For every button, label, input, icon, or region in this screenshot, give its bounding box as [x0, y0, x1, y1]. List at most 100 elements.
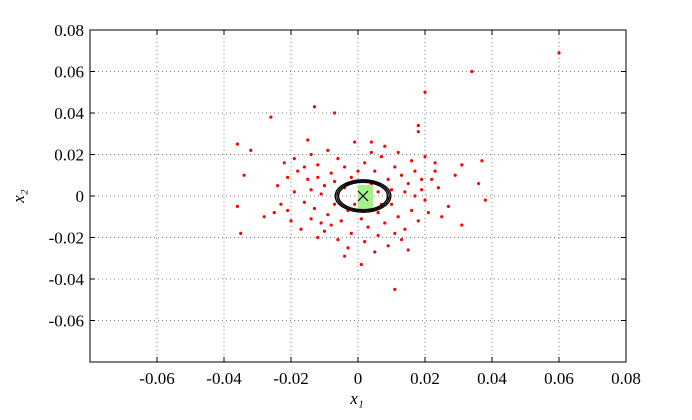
point	[339, 219, 343, 223]
point	[336, 157, 340, 161]
y-axis-label: x₂	[9, 189, 28, 204]
point	[289, 219, 293, 223]
point	[235, 204, 239, 208]
point	[279, 202, 283, 206]
point	[343, 254, 347, 258]
point	[296, 169, 300, 173]
point	[386, 244, 390, 248]
point	[389, 202, 394, 206]
point	[302, 200, 306, 204]
point	[477, 181, 481, 186]
point	[376, 211, 380, 215]
point	[396, 215, 400, 219]
point	[460, 163, 464, 167]
point	[446, 204, 451, 208]
point	[420, 188, 424, 192]
x-tick-label: 0.04	[477, 369, 507, 388]
point	[410, 159, 414, 163]
point	[312, 206, 317, 211]
point	[393, 231, 397, 235]
point	[316, 175, 320, 179]
y-tick-label: -0.06	[49, 312, 84, 331]
point	[403, 190, 407, 194]
point	[483, 198, 487, 202]
point	[235, 142, 239, 146]
point	[423, 154, 427, 159]
point	[239, 231, 243, 235]
point	[453, 173, 457, 177]
point	[269, 115, 273, 119]
point	[376, 190, 380, 194]
x-tick-label: 0.06	[544, 369, 574, 388]
point	[262, 215, 266, 219]
point	[276, 184, 280, 188]
x-tick-label: -0.04	[206, 369, 242, 388]
point	[557, 51, 561, 55]
point	[299, 227, 303, 231]
point	[332, 202, 337, 206]
point	[413, 194, 417, 198]
point	[399, 237, 404, 242]
point	[349, 175, 353, 179]
point	[302, 165, 306, 169]
point	[430, 177, 434, 181]
point	[312, 105, 317, 109]
point	[470, 69, 474, 74]
point	[480, 159, 484, 163]
point	[336, 237, 340, 242]
y-tick-label: 0	[76, 187, 85, 206]
point	[396, 150, 400, 155]
x-tick-label: -0.06	[139, 369, 174, 388]
point	[316, 163, 320, 167]
point	[249, 148, 253, 152]
point	[292, 190, 296, 194]
point	[242, 173, 246, 177]
point	[282, 161, 286, 165]
plot-frame	[89, 29, 627, 363]
point	[436, 186, 440, 190]
y-tick-label: -0.02	[49, 229, 84, 248]
x-tick-label: 0.02	[410, 369, 440, 388]
point	[433, 161, 437, 165]
point	[353, 202, 357, 206]
point	[393, 287, 397, 291]
point	[319, 192, 323, 196]
point	[416, 219, 420, 223]
point	[369, 140, 373, 144]
point	[423, 90, 427, 94]
point	[403, 227, 407, 231]
point	[353, 140, 357, 144]
point	[359, 262, 363, 267]
point	[383, 221, 387, 225]
point	[383, 144, 387, 148]
point	[373, 169, 377, 173]
y-tick-label: 0.06	[54, 63, 84, 82]
point	[309, 188, 313, 192]
point	[416, 130, 420, 134]
point	[309, 152, 313, 157]
point	[399, 173, 404, 177]
point	[306, 177, 310, 181]
point	[356, 169, 360, 173]
point	[363, 240, 367, 244]
y-tick-label: 0.02	[54, 146, 84, 165]
point	[366, 225, 370, 229]
point	[433, 169, 437, 173]
point	[373, 250, 377, 254]
x-axis-label: x₁	[349, 389, 363, 408]
point	[322, 184, 327, 188]
point	[386, 177, 390, 181]
point	[460, 223, 464, 227]
point	[369, 150, 373, 155]
point	[286, 175, 290, 179]
x-tick-label: 0	[354, 369, 363, 388]
point	[426, 211, 430, 215]
y-tick-label: 0.04	[54, 104, 84, 123]
point	[329, 171, 333, 175]
x-tick-label: 0.08	[611, 369, 641, 388]
point	[309, 217, 313, 221]
ellipse	[337, 181, 389, 211]
point	[416, 123, 420, 128]
ellipse	[334, 179, 392, 213]
point	[332, 111, 337, 115]
